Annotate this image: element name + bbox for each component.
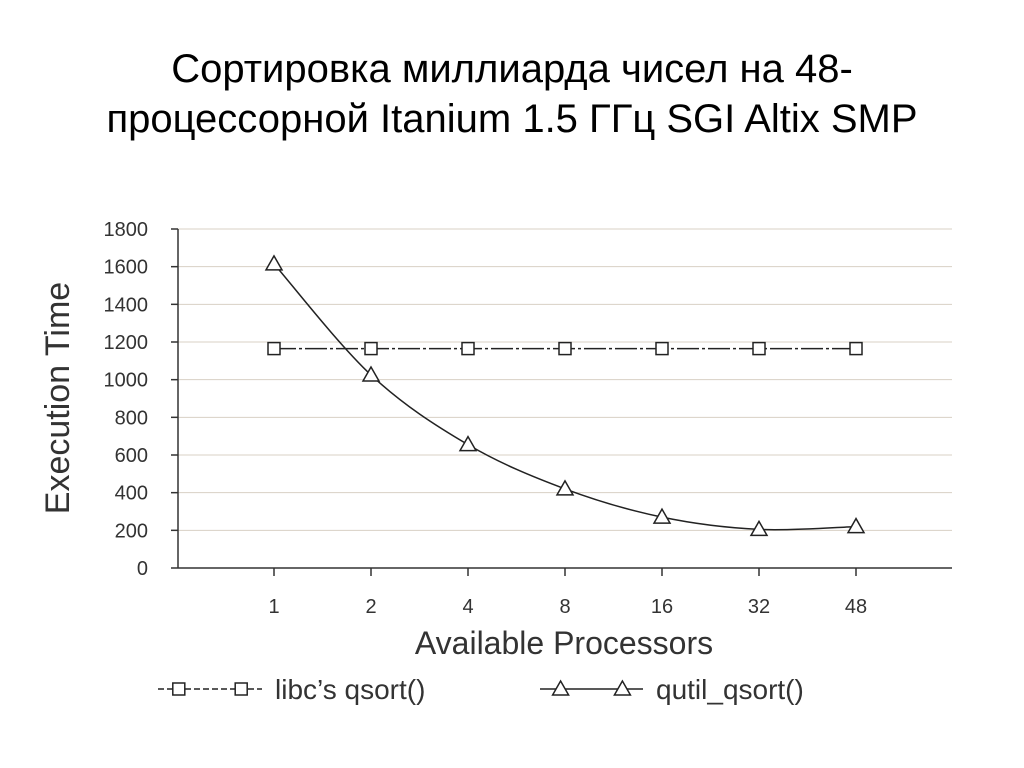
x-tick-label: 4 [462, 596, 473, 618]
triangle-marker [652, 507, 672, 524]
slide-title-line-2: процессорной Itanium 1.5 ГГц SGI Altix S… [106, 97, 918, 141]
x-tick-label: 48 [845, 596, 867, 618]
triangle-marker [361, 365, 381, 382]
y-tick-label: 400 [115, 483, 148, 505]
y-tick-label: 200 [115, 520, 148, 542]
triangle-marker [846, 517, 866, 534]
series-2 [264, 254, 866, 537]
legend-label: libc’s qsort() [275, 674, 425, 705]
x-tick-label: 8 [559, 596, 570, 618]
y-tick-label: 1400 [104, 294, 149, 316]
square-marker [752, 341, 766, 356]
triangle-marker [264, 254, 284, 271]
x-tick-label: 2 [365, 596, 376, 618]
triangle-marker [551, 679, 570, 696]
square-marker [234, 682, 248, 696]
y-tick-labels: 0 200 400 600 800 1000 1200 1400 1600 1800 [104, 219, 149, 580]
square-marker [849, 341, 863, 356]
legend-label: qutil_qsort() [656, 674, 804, 705]
y-tick-label: 1200 [104, 332, 149, 354]
x-tick-label: 16 [651, 596, 673, 618]
legend-item: qutil_qsort() [540, 674, 804, 705]
legend-item: libc’s qsort() [158, 674, 425, 705]
slide-title-line-1: Сортировка миллиарда чисел на 48- [171, 47, 853, 91]
series-1 [267, 341, 863, 356]
slide-title: Сортировка миллиарда чисел на 48- процес… [0, 44, 1024, 144]
y-axis-label: Execution Time [39, 282, 77, 514]
chart-legend: libc’s qsort() qutil_qsort() [158, 674, 804, 705]
square-marker [364, 341, 378, 356]
y-tick-label: 0 [137, 558, 148, 580]
square-marker [655, 341, 669, 356]
triangle-marker [613, 679, 632, 696]
triangle-marker [555, 479, 575, 496]
y-tick-label: 600 [115, 445, 148, 467]
x-axis-label: Available Processors [415, 625, 713, 661]
square-marker [267, 341, 281, 356]
series-layer [264, 254, 866, 537]
chart-grid [178, 228, 952, 531]
chart-axes [171, 228, 952, 576]
x-tick-labels: 1 2 4 8 16 32 48 [268, 596, 867, 618]
square-marker [172, 682, 186, 696]
triangle-marker [458, 435, 478, 452]
y-tick-label: 1600 [104, 257, 149, 279]
y-tick-label: 800 [115, 407, 148, 429]
x-tick-label: 1 [268, 596, 279, 618]
y-tick-label: 1000 [104, 370, 149, 392]
square-marker [558, 341, 572, 356]
triangle-marker [749, 519, 769, 537]
x-tick-label: 32 [748, 596, 770, 618]
y-tick-label: 1800 [104, 219, 149, 241]
square-marker [461, 341, 475, 356]
